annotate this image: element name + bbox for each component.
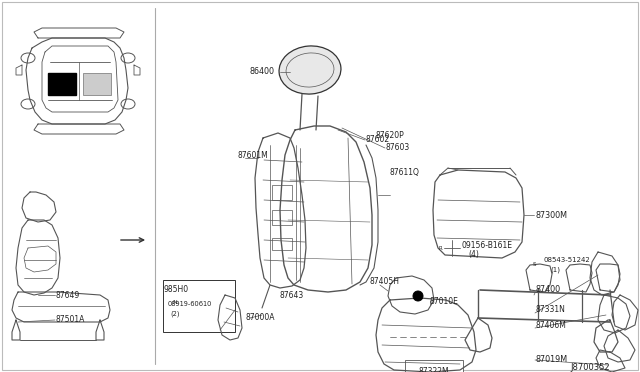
Bar [83,73,111,95]
Text: (1): (1) [550,267,560,273]
Text: 09156-B161E: 09156-B161E [462,241,513,250]
Bar [272,210,292,225]
Text: 87611Q: 87611Q [390,167,420,176]
Text: 87603: 87603 [385,144,409,153]
Text: 87602: 87602 [365,135,389,144]
Text: 87643: 87643 [280,291,304,299]
Text: 87501A: 87501A [55,315,84,324]
Text: 87400: 87400 [535,285,560,295]
Text: 985H0: 985H0 [163,285,188,295]
Text: R: R [438,246,442,250]
Text: 08919-60610: 08919-60610 [168,301,212,307]
Text: 87300M: 87300M [535,211,567,219]
Text: 87010E: 87010E [430,298,459,307]
Text: J8700352: J8700352 [570,363,610,372]
Text: N: N [173,299,177,305]
Text: 87406M: 87406M [535,321,566,330]
Text: 87405H: 87405H [370,278,400,286]
Text: S: S [532,263,536,267]
Text: 87019M: 87019M [535,356,567,365]
Bar [163,280,235,332]
Text: 87322M: 87322M [419,368,449,372]
Bar [272,238,292,250]
Text: 87620P: 87620P [375,131,404,140]
Bar [405,360,463,372]
Text: (2): (2) [170,311,180,317]
Text: 87331N: 87331N [535,305,565,314]
Text: 87649: 87649 [55,291,79,299]
Bar [272,185,292,200]
Text: 08543-51242: 08543-51242 [543,257,589,263]
Text: 87601M: 87601M [237,151,268,160]
Text: 86400: 86400 [250,67,275,77]
Text: 87000A: 87000A [245,314,275,323]
Bar [48,73,76,95]
Ellipse shape [279,46,341,94]
Circle shape [413,291,423,301]
Text: (4): (4) [468,250,479,260]
